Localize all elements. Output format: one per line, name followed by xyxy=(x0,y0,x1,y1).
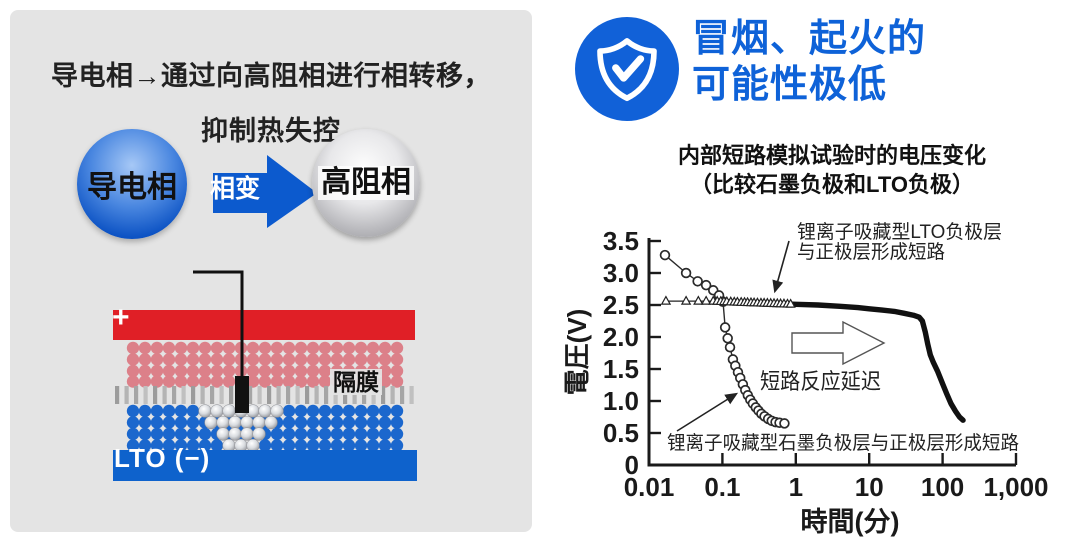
annotation-lto-short-circuit-line1: 锂离子吸藏型LTO负极层 xyxy=(797,221,1002,243)
conductive-phase-label: 导电相 xyxy=(87,171,177,204)
phase-change-arrow-icon xyxy=(213,155,317,228)
y-axis-title: 電圧(V) xyxy=(562,309,592,396)
svg-text:0.1: 0.1 xyxy=(704,472,740,502)
negative-electrode-label: LTO (−) xyxy=(114,443,211,473)
svg-text:2.5: 2.5 xyxy=(603,290,639,320)
svg-text:1.5: 1.5 xyxy=(603,354,639,384)
high-resistance-phase-sphere: 高阻相 xyxy=(312,129,420,237)
separator-label: 隔膜 xyxy=(330,369,382,395)
right-title: 冒烟、起火的 可能性极低 xyxy=(692,16,926,108)
annotation-graphite-short-circuit-line1: 锂离子吸藏型石墨负极层与正极层形成短路 xyxy=(667,432,1019,454)
svg-text:3.0: 3.0 xyxy=(603,258,639,288)
svg-text:0.01: 0.01 xyxy=(624,472,675,502)
svg-text:100: 100 xyxy=(921,472,964,502)
chart-subtitle: 内部短路模拟试验时的电压变化 （比较石墨负极和LTO负极） xyxy=(602,141,1062,199)
svg-text:10: 10 xyxy=(855,472,884,502)
svg-text:0: 0 xyxy=(625,450,639,480)
left-heading-line1: 导电相→通过向高阻相进行相转移， xyxy=(51,61,491,91)
positive-electrode-label: + xyxy=(112,301,130,334)
x-axis-title: 時間(分) xyxy=(801,507,900,537)
svg-text:1: 1 xyxy=(789,472,803,502)
svg-text:2.0: 2.0 xyxy=(603,322,639,352)
shield-badge xyxy=(575,17,679,121)
phase-change-arrow-label: 相变 xyxy=(209,175,260,203)
svg-text:1,000: 1,000 xyxy=(983,472,1048,502)
chart-subtitle-line2: （比较石墨负极和LTO负极） xyxy=(690,172,974,197)
conductive-phase-sphere: 导电相 xyxy=(77,129,187,239)
annotation-delay-line1: 短路反应延迟 xyxy=(760,369,881,394)
svg-text:3.5: 3.5 xyxy=(603,226,639,256)
shield-check-icon xyxy=(597,38,657,102)
svg-text:1.0: 1.0 xyxy=(603,386,639,416)
svg-text:0.5: 0.5 xyxy=(603,418,639,448)
annotation-lto-short-circuit-line2: 与正极层形成短路 xyxy=(797,241,945,263)
chart-subtitle-line1: 内部短路模拟试验时的电压变化 xyxy=(677,143,986,168)
left-heading-line2: 抑制热失控 xyxy=(201,116,341,146)
right-title-line2: 可能性极低 xyxy=(692,64,888,106)
right-title-line1: 冒烟、起火的 xyxy=(692,18,927,60)
high-resistance-phase-label: 高阻相 xyxy=(318,166,414,200)
